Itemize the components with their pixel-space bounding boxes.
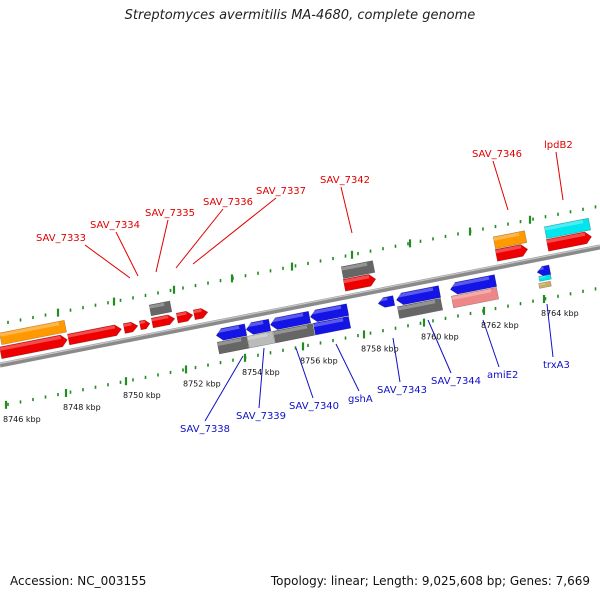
forward-gene-label[interactable]: SAV_7336 [203, 197, 253, 208]
reverse-gene-label[interactable]: SAV_7344 [431, 376, 481, 387]
gene-feature[interactable] [67, 324, 122, 346]
gene-feature[interactable] [148, 300, 173, 317]
coordinate-label: 8758 kbp [361, 344, 399, 353]
label-leader-lines [84, 151, 564, 422]
gene-feature[interactable] [215, 323, 248, 342]
forward-gene-label[interactable]: SAV_7335 [145, 208, 195, 219]
gene-feature[interactable] [0, 334, 69, 360]
reverse-gene-label[interactable]: SAV_7338 [180, 424, 230, 435]
coordinate-label: 8752 kbp [183, 379, 221, 388]
gene-feature[interactable] [122, 321, 139, 334]
forward-gene-label[interactable]: SAV_7342 [320, 175, 370, 186]
coordinate-label: 8746 kbp [3, 415, 41, 424]
forward-gene-label[interactable]: lpdB2 [544, 140, 573, 151]
gene-feature[interactable] [377, 295, 396, 309]
gene-feature[interactable] [342, 273, 377, 292]
gene-feature[interactable] [272, 323, 316, 344]
gene-feature[interactable] [450, 286, 500, 309]
reverse-gene-label[interactable]: amiE2 [487, 370, 518, 381]
reverse-gene-label[interactable]: SAV_7339 [236, 411, 286, 422]
genome-backbone [0, 244, 600, 368]
forward-gene-label[interactable]: SAV_7333 [36, 233, 86, 244]
gene-feature[interactable] [216, 336, 250, 355]
reverse-gene-label[interactable]: SAV_7340 [289, 401, 339, 412]
gene-feature[interactable] [312, 316, 352, 336]
genome-stats-text: Topology: linear; Length: 9,025,608 bp; … [270, 574, 590, 588]
gene-feature[interactable] [192, 307, 209, 321]
coordinate-label: 8754 kbp [242, 368, 280, 377]
gene-feature[interactable] [0, 319, 67, 346]
forward-gene-label[interactable]: SAV_7334 [90, 220, 140, 231]
map-title: Streptomyces avermitilis MA-4680, comple… [124, 8, 476, 23]
gene-feature[interactable] [309, 303, 350, 323]
gene-feature[interactable] [175, 310, 194, 324]
gene-feature[interactable] [449, 274, 498, 296]
coordinate-label: 8750 kbp [123, 391, 161, 400]
gene-feature[interactable] [395, 285, 442, 306]
gene-feature[interactable] [396, 297, 444, 319]
coordinate-label: 8756 kbp [300, 356, 338, 365]
reverse-gene-label[interactable]: gshA [348, 394, 373, 405]
gene-feature[interactable] [245, 318, 272, 335]
feature-layer [0, 217, 592, 360]
coordinate-label: 8764 kbp [541, 309, 579, 318]
gene-feature[interactable] [340, 260, 376, 279]
coordinate-label: 8748 kbp [63, 403, 101, 412]
gene-feature[interactable] [138, 319, 151, 331]
gene-feature[interactable] [536, 264, 552, 277]
reverse-gene-label[interactable]: SAV_7343 [377, 385, 427, 396]
coordinate-label: 8760 kbp [421, 333, 459, 342]
gene-feature[interactable] [492, 230, 528, 249]
gene-feature[interactable] [269, 310, 312, 330]
gene-feature[interactable] [538, 273, 552, 282]
coordinate-labels: 8746 kbp 8748 kbp 8750 kbp 8752 kbp 8754 kbp… [3, 309, 579, 424]
gene-feature[interactable] [246, 331, 276, 349]
accession-text: Accession: NC_003155 [10, 574, 147, 588]
reverse-gene-label[interactable]: trxA3 [543, 360, 570, 371]
genome-backbone-highlight [0, 244, 600, 365]
gene-feature[interactable] [538, 280, 552, 289]
gene-feature[interactable] [150, 314, 176, 329]
gene-feature[interactable] [543, 217, 592, 239]
coordinate-label: 8762 kbp [481, 321, 519, 330]
forward-gene-label[interactable]: SAV_7346 [472, 149, 522, 160]
gene-labels: SAV_7333 SAV_7334 SAV_7335 SAV_7336SAV_7337… [36, 140, 573, 435]
forward-gene-label[interactable]: SAV_7337 [256, 186, 306, 197]
tick-marks [4, 205, 597, 409]
gene-feature[interactable] [494, 243, 529, 262]
gene-feature[interactable] [545, 231, 592, 252]
